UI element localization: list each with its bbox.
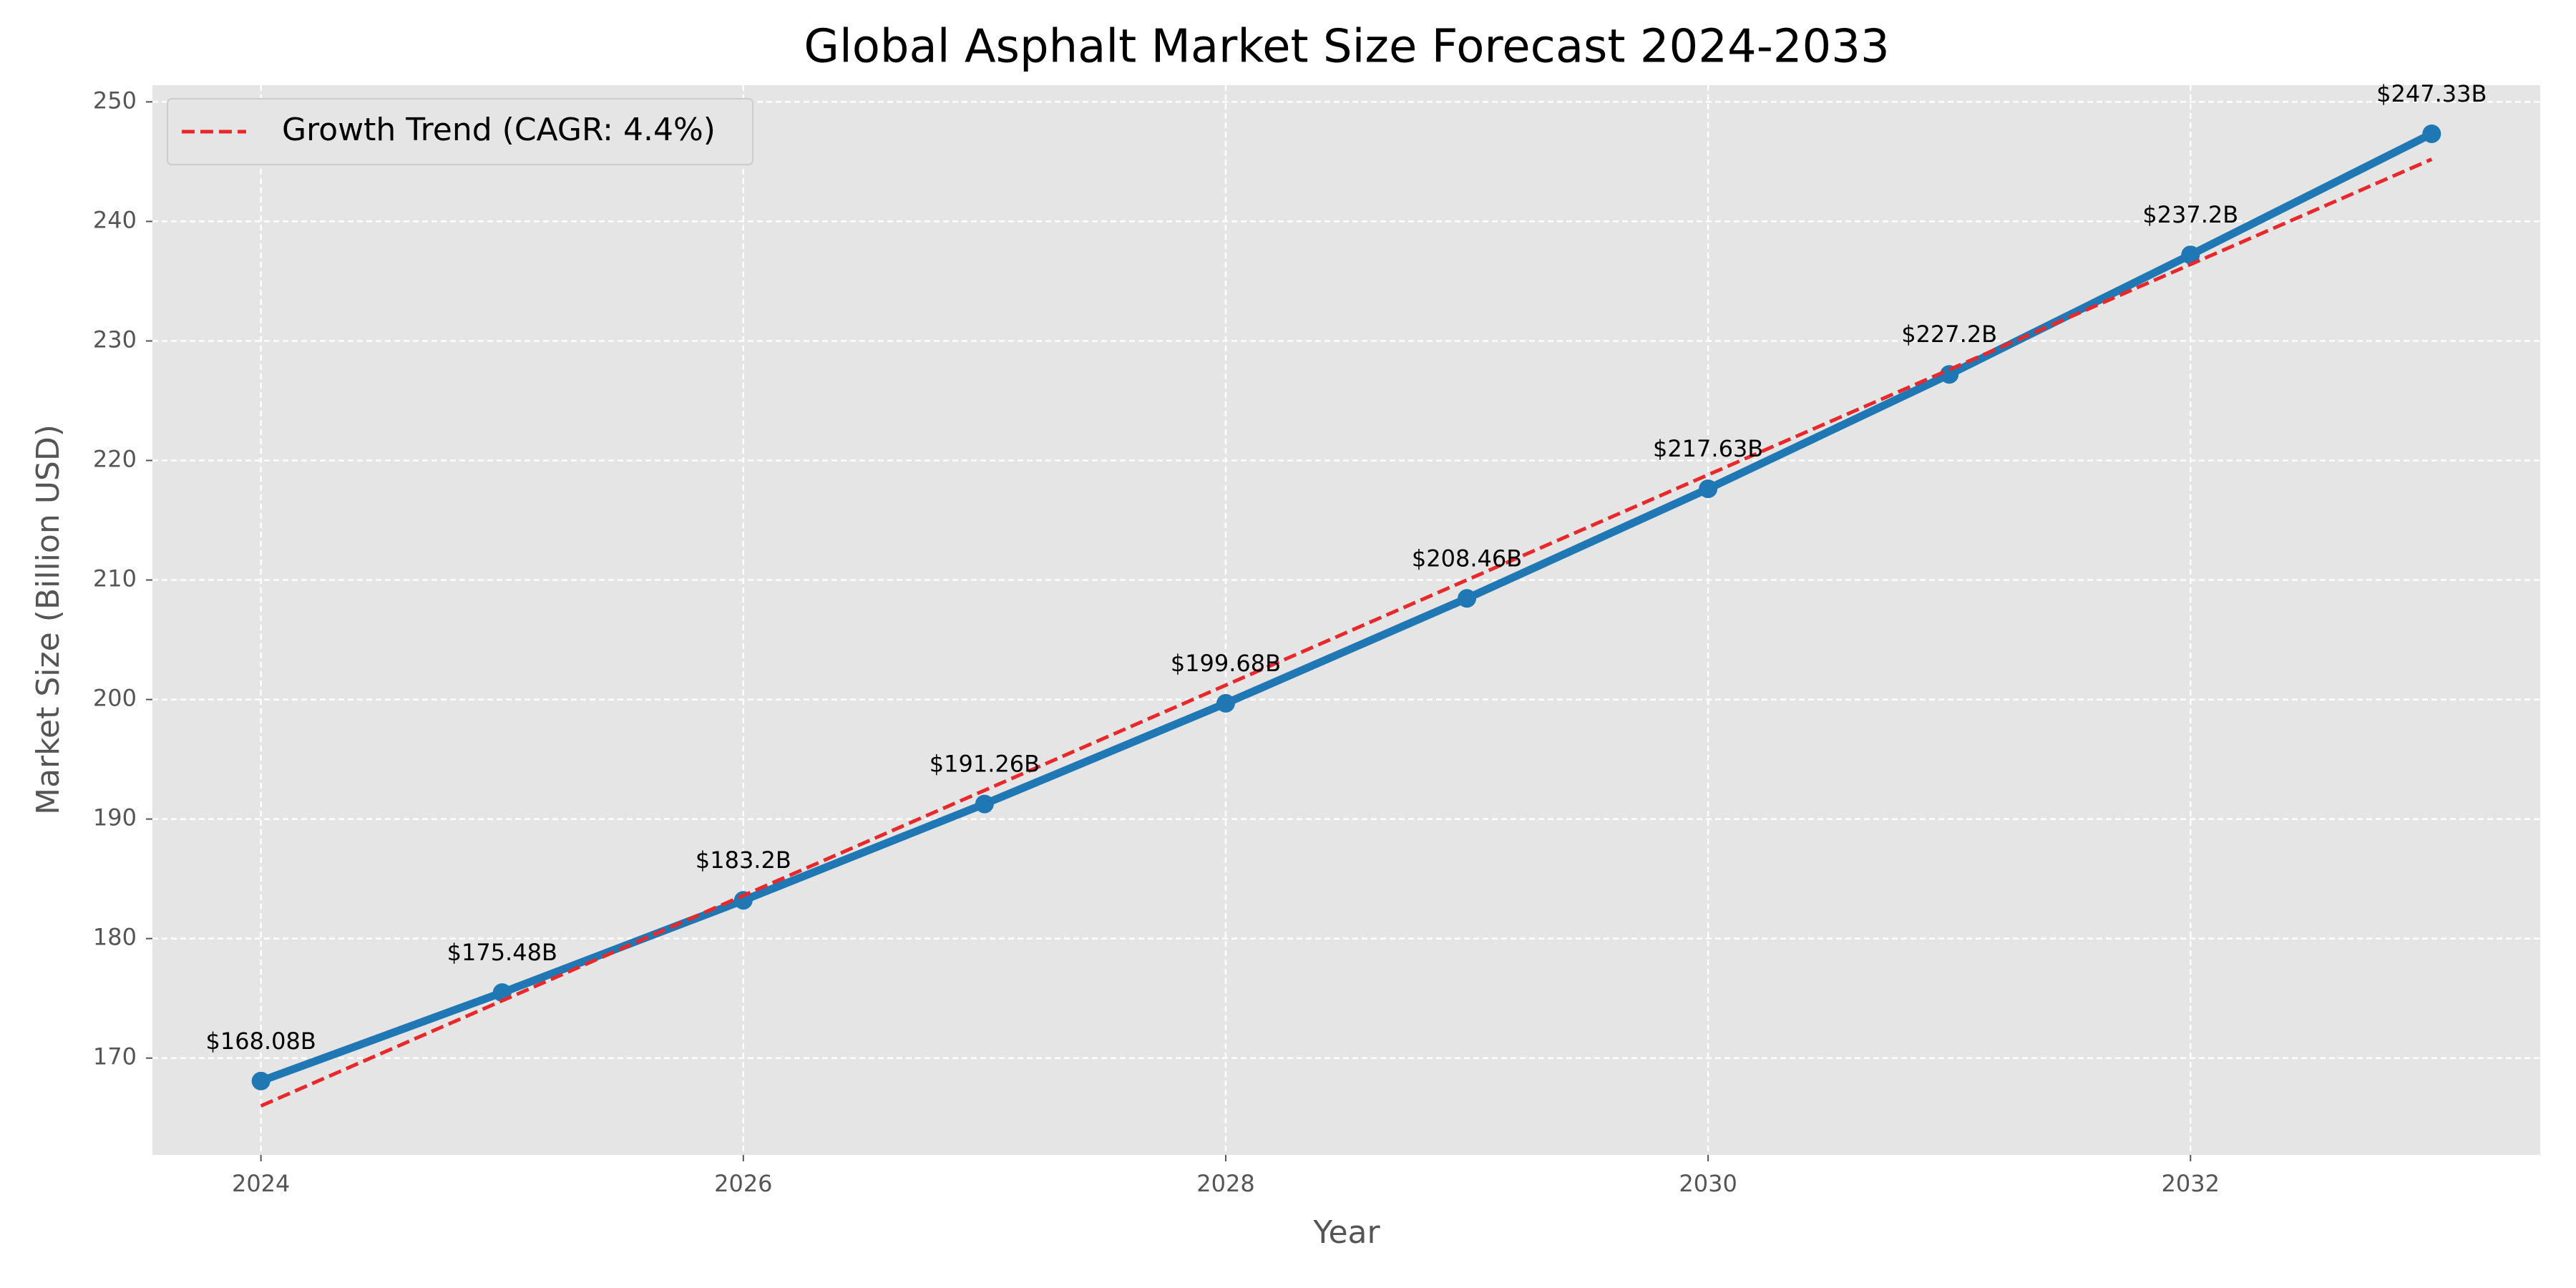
y-tick-label: 250 xyxy=(93,87,137,114)
marker xyxy=(2422,124,2441,143)
data-label: $227.2B xyxy=(1901,321,1997,348)
data-label: $191.26B xyxy=(930,751,1040,778)
data-label: $183.2B xyxy=(696,847,791,874)
marker xyxy=(2181,245,2200,265)
x-tick-label: 2030 xyxy=(1679,1170,1737,1197)
data-label: $217.63B xyxy=(1653,435,1763,462)
y-tick-label: 200 xyxy=(93,685,137,712)
legend-label: Growth Trend (CAGR: 4.4%) xyxy=(282,112,716,148)
data-label: $199.68B xyxy=(1171,650,1281,677)
y-tick-label: 190 xyxy=(93,804,137,831)
y-axis-label: Market Size (Billion USD) xyxy=(30,424,67,815)
y-tick-label: 180 xyxy=(93,924,137,951)
marker xyxy=(1458,589,1477,608)
x-axis-label: Year xyxy=(1312,1214,1380,1251)
marker xyxy=(975,794,994,814)
data-label: $175.48B xyxy=(447,939,557,966)
y-tick-label: 240 xyxy=(93,206,137,233)
data-label: $208.46B xyxy=(1412,545,1522,572)
trend-line xyxy=(260,157,2433,1108)
marker xyxy=(1940,365,1959,384)
x-tick-label: 2026 xyxy=(714,1170,772,1197)
chart-title: Global Asphalt Market Size Forecast 2024… xyxy=(804,21,1889,74)
x-tick-label: 2028 xyxy=(1196,1170,1254,1197)
marker xyxy=(251,1071,270,1091)
data-label: $168.08B xyxy=(206,1028,316,1055)
y-tick-label: 210 xyxy=(93,565,137,592)
marker xyxy=(1699,479,1718,499)
y-tick-label: 220 xyxy=(93,446,137,473)
y-tick-label: 170 xyxy=(93,1043,137,1070)
x-tick-label: 2032 xyxy=(2162,1170,2220,1197)
legend xyxy=(167,98,753,165)
data-label: $237.2B xyxy=(2142,201,2238,228)
x-tick-label: 2024 xyxy=(232,1170,290,1197)
data-label: $247.33B xyxy=(2376,80,2487,107)
marker xyxy=(1216,693,1235,713)
y-tick-label: 230 xyxy=(93,326,137,353)
